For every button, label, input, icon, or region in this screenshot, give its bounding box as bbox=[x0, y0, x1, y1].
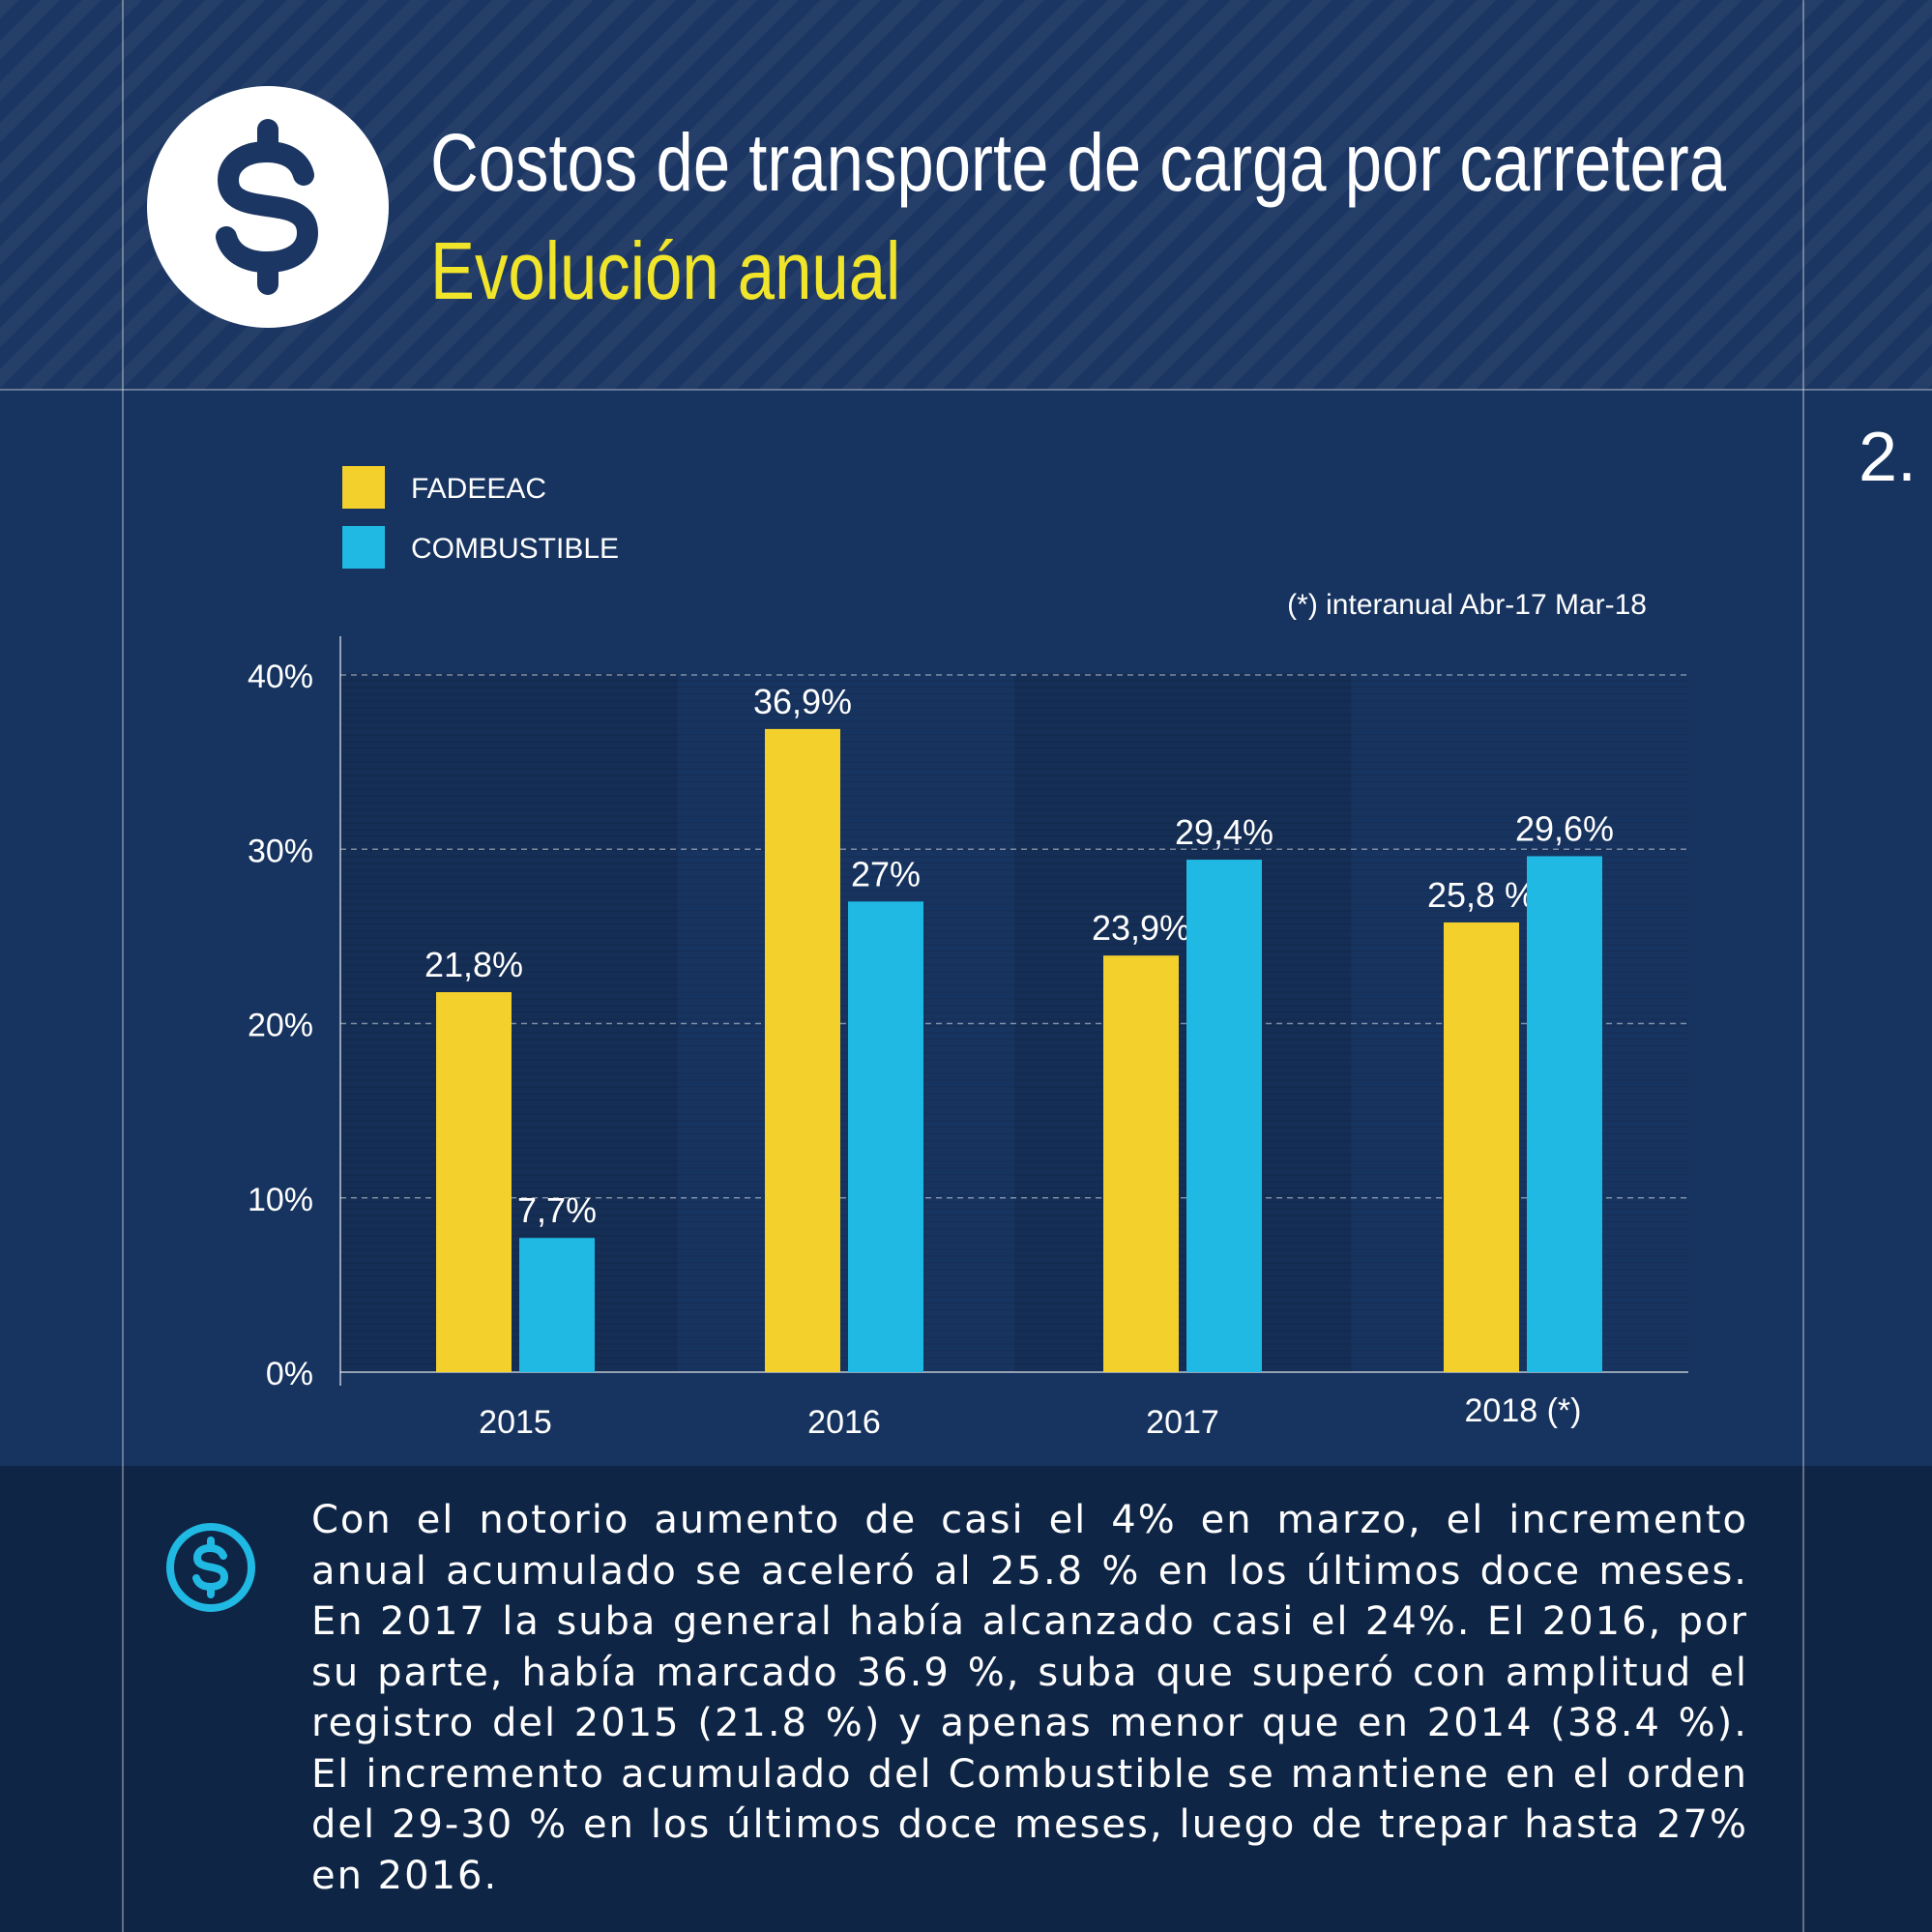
bar-fadeeac bbox=[765, 728, 840, 1372]
y-tick-label: 30% bbox=[248, 833, 313, 869]
footer-line-left bbox=[122, 1466, 124, 1932]
logo-badge bbox=[147, 86, 389, 328]
footer-panel bbox=[0, 1466, 1932, 1932]
data-label: 27% bbox=[851, 854, 921, 893]
dollar-circle-icon bbox=[166, 1523, 255, 1612]
footer-line-right bbox=[1802, 1466, 1804, 1932]
data-label: 29,6% bbox=[1515, 808, 1614, 848]
data-label: 7,7% bbox=[517, 1190, 597, 1230]
data-label: 29,4% bbox=[1175, 812, 1273, 852]
bar-chart: 0% 10% 20% 30% 40% 21,8% 7,7% 2015 36,9% 27% 2016 2… bbox=[248, 466, 1688, 1441]
header-divider bbox=[0, 389, 1932, 391]
x-tick-label: 2016 bbox=[807, 1404, 881, 1441]
page-number: 2. bbox=[1859, 419, 1917, 496]
legend-swatch bbox=[342, 526, 385, 569]
header-banner bbox=[0, 0, 1932, 389]
legend-swatch bbox=[342, 466, 385, 509]
bar-combustible bbox=[1527, 856, 1602, 1372]
footer-description: Con el notorio aumento de casi el 4% en … bbox=[311, 1498, 1748, 1898]
y-tick-label: 20% bbox=[248, 1008, 313, 1044]
bar-combustible bbox=[519, 1238, 595, 1372]
frame-line-left bbox=[122, 0, 124, 1932]
x-tick-label: 2018 (*) bbox=[1465, 1392, 1582, 1429]
legend-label: FADEEAC bbox=[411, 473, 546, 505]
bar-combustible bbox=[848, 901, 923, 1372]
chart-band bbox=[1014, 673, 1352, 1372]
bar-fadeeac bbox=[1103, 955, 1179, 1372]
page-subtitle: Evolución anual bbox=[430, 225, 901, 316]
bar-combustible bbox=[1186, 860, 1262, 1372]
data-label: 25,8 % bbox=[1427, 875, 1536, 915]
chart-band bbox=[1351, 673, 1688, 1372]
data-label: 23,9% bbox=[1092, 908, 1190, 948]
chart-band bbox=[677, 673, 1014, 1372]
y-tick-label: 0% bbox=[266, 1356, 313, 1392]
y-tick-label: 40% bbox=[248, 659, 313, 695]
legend-label: COMBUSTIBLE bbox=[411, 533, 619, 565]
bar-fadeeac bbox=[1444, 922, 1519, 1372]
chart-note: (*) interanual Abr-17 Mar-18 bbox=[1287, 589, 1647, 621]
x-tick-label: 2017 bbox=[1146, 1404, 1219, 1441]
x-tick-label: 2015 bbox=[479, 1404, 552, 1441]
data-label: 21,8% bbox=[424, 945, 523, 984]
data-label: 36,9% bbox=[753, 682, 852, 721]
y-tick-label: 10% bbox=[248, 1182, 313, 1218]
page-title: Costos de transporte de carga por carret… bbox=[430, 117, 1727, 208]
dollar-icon bbox=[216, 119, 319, 295]
bar-fadeeac bbox=[436, 992, 512, 1372]
frame-line-right bbox=[1802, 0, 1804, 1932]
